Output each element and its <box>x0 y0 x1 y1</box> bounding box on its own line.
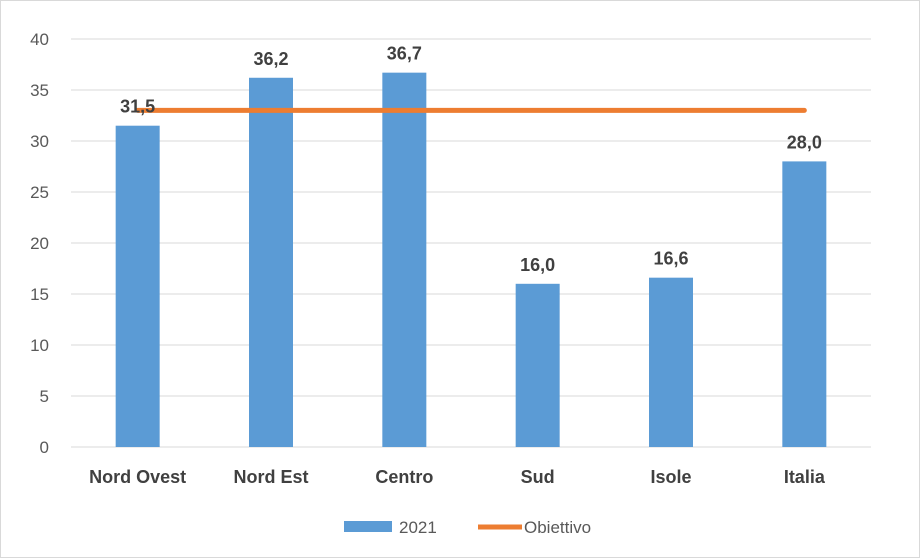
y-tick-label: 35 <box>30 81 49 100</box>
category-label: Sud <box>521 467 555 487</box>
bars <box>115 72 827 447</box>
y-tick-label: 25 <box>30 183 49 202</box>
data-label: 16,6 <box>653 249 688 269</box>
y-tick-label: 40 <box>30 30 49 49</box>
y-tick-label: 0 <box>40 438 49 457</box>
bar <box>249 77 293 447</box>
y-tick-label: 10 <box>30 336 49 355</box>
legend: 2021 Obiettivo <box>344 518 591 537</box>
gridlines <box>71 38 871 448</box>
data-label: 36,7 <box>387 44 422 64</box>
y-tick-label: 5 <box>40 387 49 406</box>
bar <box>782 161 827 447</box>
y-tick-label: 20 <box>30 234 49 253</box>
category-label: Isole <box>650 467 691 487</box>
y-tick-label: 15 <box>30 285 49 304</box>
category-label: Centro <box>375 467 433 487</box>
bar <box>515 283 560 447</box>
category-label: Nord Ovest <box>89 467 186 487</box>
data-labels: 31,5 36,2 36,7 16,0 16,6 28,0 <box>120 44 822 275</box>
y-axis-ticks: 0 5 10 15 20 25 30 35 40 <box>30 30 49 457</box>
legend-swatch-bar <box>344 521 392 532</box>
legend-label-line: Obiettivo <box>524 518 591 537</box>
data-label: 16,0 <box>520 255 555 275</box>
bar <box>382 72 427 447</box>
legend-label-bar: 2021 <box>399 518 437 537</box>
x-axis-categories: Nord Ovest Nord Est Centro Sud Isole Italia <box>89 467 826 487</box>
category-label: Nord Est <box>233 467 308 487</box>
category-label: Italia <box>784 467 826 487</box>
data-label: 36,2 <box>253 49 288 69</box>
bar <box>115 125 160 447</box>
data-label: 28,0 <box>787 132 822 152</box>
y-tick-label: 30 <box>30 132 49 151</box>
bar <box>649 277 693 447</box>
data-label: 31,5 <box>120 97 155 117</box>
